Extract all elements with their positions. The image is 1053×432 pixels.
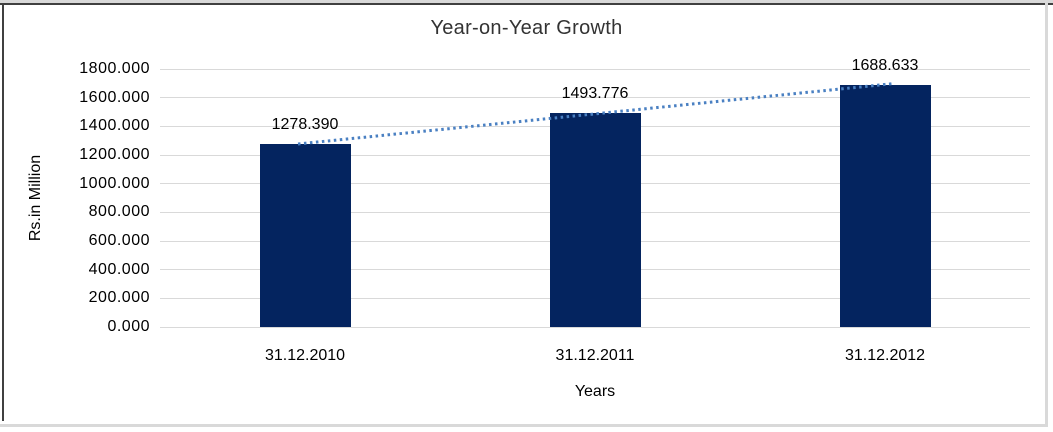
y-tick-label: 1400.000 (79, 117, 150, 135)
gridline (160, 68, 1030, 70)
y-tick-label: 1800.000 (79, 60, 150, 77)
x-axis-title: Years (574, 383, 616, 400)
gridline (160, 326, 1030, 328)
y-tick-label: 1000.000 (79, 174, 150, 192)
frame-bottom-light-border (0, 424, 1048, 427)
y-tick-label: 1200.000 (79, 146, 150, 163)
bar (839, 84, 931, 327)
bar (259, 143, 351, 327)
y-tick-label: 400.000 (88, 260, 150, 278)
y-tick-label: 0.000 (107, 318, 150, 335)
frame-top-light-border (0, 0, 1053, 3)
x-category-label: 31.12.2011 (555, 347, 635, 364)
y-tick-label: 800.000 (88, 203, 150, 221)
bar (549, 112, 641, 327)
gridline (160, 97, 1030, 99)
plot-area: 1278.390 1493.776 1688.633 (160, 57, 1030, 328)
trendline (297, 82, 893, 146)
frame-top-dark-border (0, 3, 1053, 5)
frame-left-dark-border (2, 3, 4, 421)
frame-right-light-border (1045, 0, 1048, 427)
y-tick-label: 1600.000 (79, 88, 150, 106)
x-category-label: 31.12.2010 (264, 347, 346, 364)
y-tick-label: 600.000 (88, 232, 150, 249)
y-tick-label: 200.000 (88, 289, 150, 307)
x-category-label: 31.12.2012 (844, 347, 926, 364)
chart-title: Year-on-Year Growth (430, 17, 623, 39)
bar-data-label: 1278.390 (271, 115, 339, 133)
bar-data-label: 1493.776 (561, 84, 629, 102)
bar-data-label: 1688.633 (851, 56, 919, 74)
